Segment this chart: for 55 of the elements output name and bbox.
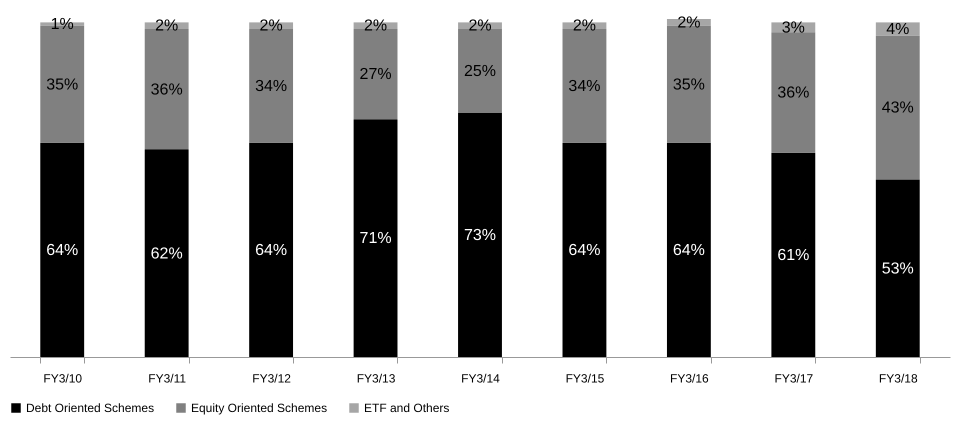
x-tick-label: FY3/11 [148,372,186,386]
x-tick-label: FY3/10 [43,372,82,386]
data-label: 64% [568,242,600,259]
bar [249,142,294,357]
data-label: 2% [155,18,178,35]
data-label: 3% [782,19,805,36]
bar [144,150,189,357]
data-label: 36% [777,84,810,102]
data-label: 35% [46,76,78,94]
x-tick-label: FY3/17 [774,372,814,386]
legend-label: Equity Oriented Schemes [191,401,328,415]
data-label: 64% [255,242,288,259]
bar [458,29,502,113]
data-label: 61% [777,246,810,264]
data-label: 2% [677,14,700,32]
data-label: 27% [360,66,392,84]
data-label: 43% [882,100,914,117]
x-tick-label: FY3/13 [356,372,396,386]
data-label: 2% [364,18,388,35]
data-label: 2% [572,18,596,35]
bar [40,142,84,357]
data-label: 73% [464,226,496,244]
bar [771,32,816,153]
data-label: 71% [360,230,392,248]
data-label: 62% [150,245,183,262]
bar [144,29,189,150]
x-tick-label: FY3/12 [252,372,292,386]
data-label: 53% [882,260,914,278]
bar [876,36,920,180]
data-label: 36% [150,81,183,98]
bar [458,112,502,357]
legend-label: ETF and Others [364,401,450,415]
data-label: 64% [46,242,78,259]
bar [876,180,920,357]
data-label: 34% [255,78,288,95]
bar [771,152,816,357]
bar [562,29,606,143]
bar [354,119,398,357]
data-label: 2% [260,18,283,35]
data-label: 64% [672,242,705,259]
data-label: 34% [568,78,600,95]
legend-label: Debt Oriented Schemes [26,401,154,415]
bar [249,29,294,143]
data-label: 2% [468,18,492,35]
bar [666,142,711,357]
x-tick-label: FY3/18 [878,372,918,386]
data-label: 1% [50,16,74,34]
bar [354,29,398,120]
bar [562,142,606,357]
x-tick-label: FY3/16 [670,372,710,386]
x-tick-label: FY3/14 [461,372,500,386]
data-label: 4% [886,21,910,38]
data-label: 25% [464,62,496,80]
x-tick-label: FY3/15 [566,372,605,386]
data-label: 35% [672,76,705,94]
